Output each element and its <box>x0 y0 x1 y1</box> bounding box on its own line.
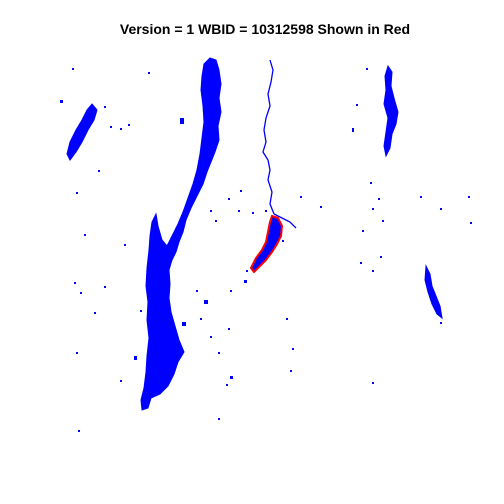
water-speck <box>124 244 126 246</box>
water-speck <box>468 196 470 198</box>
left-small-lake <box>66 103 98 161</box>
water-speck <box>286 318 288 320</box>
water-speck <box>78 430 80 432</box>
water-speck <box>360 262 362 264</box>
water-speck <box>80 292 82 294</box>
map-title: Version = 1 WBID = 10312598 Shown in Red <box>119 21 411 37</box>
river-branch <box>273 213 297 229</box>
water-speck <box>300 196 302 198</box>
water-speck <box>134 356 137 360</box>
water-speck <box>440 208 442 210</box>
water-speck <box>98 170 100 172</box>
water-speck <box>148 72 150 74</box>
small-water-specks <box>60 68 472 432</box>
water-speck <box>182 322 186 326</box>
right-lower-lake <box>424 264 443 320</box>
water-speck <box>382 220 384 222</box>
water-speck <box>292 348 294 350</box>
water-speck <box>380 256 382 258</box>
water-speck <box>244 280 247 283</box>
highlighted-lake[interactable] <box>249 214 284 274</box>
water-speck <box>218 418 220 420</box>
water-speck <box>210 210 212 212</box>
water-speck <box>246 270 248 272</box>
water-speck <box>290 370 292 372</box>
right-upper-lake <box>383 64 399 158</box>
water-speck <box>104 106 106 108</box>
water-speck <box>196 290 198 292</box>
water-speck <box>204 300 208 304</box>
water-speck <box>230 376 233 379</box>
water-speck <box>76 352 78 354</box>
water-speck <box>226 384 228 386</box>
water-speck <box>180 118 184 124</box>
water-speck <box>230 290 232 292</box>
water-speck <box>372 382 374 384</box>
water-speck <box>356 104 358 106</box>
water-speck <box>140 310 142 312</box>
water-speck <box>366 68 368 70</box>
water-speck <box>265 210 267 212</box>
water-speck <box>228 328 230 330</box>
water-speck <box>76 192 78 194</box>
water-speck <box>128 124 130 126</box>
water-speck <box>74 282 76 284</box>
water-speck <box>240 190 242 192</box>
middle-river <box>262 59 275 215</box>
water-speck <box>84 234 86 236</box>
water-speck <box>210 336 212 338</box>
water-speck <box>110 126 112 128</box>
water-speck <box>378 198 380 200</box>
water-speck <box>470 222 472 224</box>
water-speck <box>218 352 220 354</box>
water-speck <box>282 240 284 242</box>
water-speck <box>104 286 106 288</box>
water-speck <box>372 208 374 210</box>
water-speck <box>320 206 322 208</box>
water-speck <box>420 196 422 198</box>
water-speck <box>200 318 202 320</box>
water-speck <box>72 68 74 70</box>
water-speck <box>238 210 240 212</box>
water-speck <box>120 380 122 382</box>
water-speck <box>215 220 217 222</box>
water-speck <box>372 270 374 272</box>
water-speck <box>120 128 122 130</box>
large-lake <box>140 57 222 411</box>
water-speck <box>94 312 96 314</box>
water-speck <box>362 230 364 232</box>
water-speck <box>252 212 254 214</box>
water-speck <box>352 128 354 132</box>
water-speck <box>370 182 372 184</box>
water-speck <box>440 322 442 324</box>
water-speck <box>60 100 63 103</box>
water-speck <box>228 198 230 200</box>
